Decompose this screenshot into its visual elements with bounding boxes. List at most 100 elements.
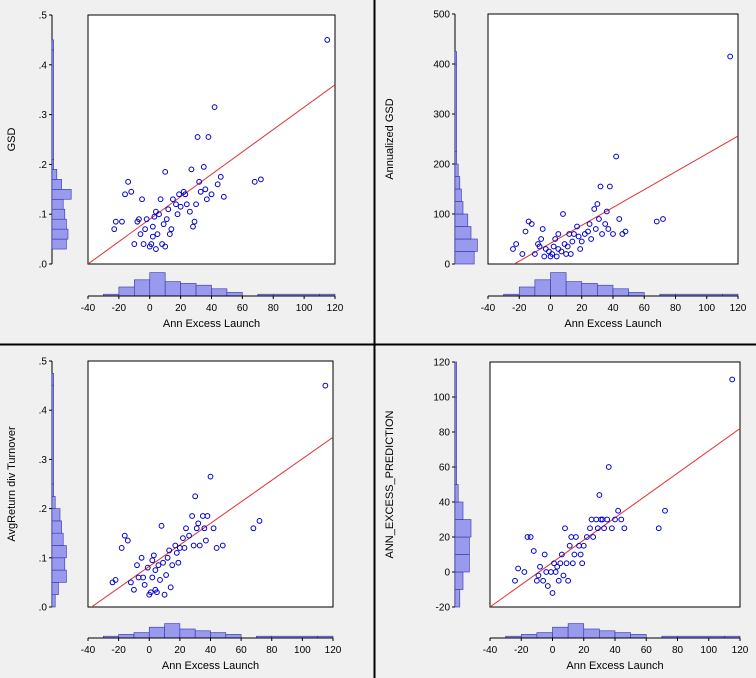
data-point (205, 134, 212, 140)
data-point (168, 226, 175, 233)
x-histogram-bar (628, 292, 645, 297)
plot-area (487, 13, 739, 265)
y-histogram-bar (51, 169, 58, 180)
y-histogram-bar (454, 501, 464, 520)
data-point (186, 208, 193, 215)
y-tick-label: .0 (39, 603, 48, 614)
x-histogram-bar (226, 292, 243, 297)
data-point (612, 516, 618, 523)
y-histogram-bar (51, 159, 54, 170)
data-point (193, 201, 199, 208)
x-histogram-bar (534, 279, 551, 297)
x-tick-label: 0 (550, 645, 556, 656)
x-histogram-bar (225, 634, 242, 639)
x-tick-label: 20 (175, 303, 187, 314)
data-point (176, 191, 182, 198)
x-tick-label: 20 (578, 645, 590, 656)
x-axis-label: Ann Excess Launch (162, 660, 259, 672)
data-point (536, 243, 543, 250)
data-point (578, 238, 585, 245)
data-point (562, 525, 568, 532)
data-point (621, 525, 628, 532)
data-point (251, 178, 258, 185)
data-point (527, 534, 534, 540)
y-axis-label: Annualized GSD (384, 98, 396, 179)
x-tick-label: 20 (576, 303, 588, 314)
data-point (193, 525, 200, 532)
data-point (183, 201, 190, 208)
data-point (727, 53, 734, 60)
data-point (188, 166, 195, 173)
data-point (207, 473, 214, 480)
data-point (152, 567, 159, 573)
y-histogram-bar (51, 532, 64, 546)
data-point (158, 522, 165, 529)
data-point (583, 534, 590, 540)
y-histogram-bar (454, 361, 457, 398)
data-point (560, 572, 567, 579)
data-point (147, 589, 154, 596)
data-point (149, 574, 156, 581)
x-axis-label: Ann Excess Launch (163, 318, 260, 330)
data-point (164, 554, 171, 561)
chart-panel-4: -20 0 20 40 60 80 100 120 -40 -20 0 20 40 60 80 100 120 A… (378, 347, 756, 678)
data-point (606, 183, 613, 190)
data-point (729, 376, 736, 383)
y-histogram-bar (454, 188, 462, 202)
x-tick-label: 0 (548, 303, 554, 314)
y-tick-label: 80 (439, 428, 451, 439)
x-histogram-bar (567, 623, 585, 639)
data-point (213, 545, 220, 551)
data-point (163, 216, 170, 223)
x-tick-label: 100 (700, 645, 717, 656)
y-tick-label: 40 (439, 498, 451, 509)
data-point (200, 163, 207, 170)
plot-area (87, 14, 336, 265)
y-histogram-bar (454, 466, 457, 485)
data-point (591, 206, 598, 212)
x-histogram-bar (179, 628, 196, 639)
data-point (163, 572, 169, 578)
y-histogram-bar (51, 218, 67, 230)
y-histogram-bar (51, 569, 67, 583)
data-point (585, 228, 591, 235)
data-point (586, 221, 593, 227)
data-point (653, 218, 660, 225)
y-histogram-bar (51, 179, 62, 190)
y-histogram-bar (51, 39, 54, 51)
y-histogram-bar (454, 396, 457, 468)
y-histogram-bar (454, 484, 459, 503)
x-histogram-bar (195, 284, 212, 297)
x-tick-label: 80 (268, 303, 280, 314)
data-point (118, 545, 125, 551)
data-point (579, 560, 586, 567)
data-point (166, 547, 173, 554)
y-tick-label: 500 (433, 10, 450, 21)
data-point (172, 542, 179, 549)
x-axis-label: Ann Excess Launch (564, 318, 661, 330)
x-histogram-bar (134, 279, 151, 297)
y-histogram-bar (51, 49, 54, 160)
x-tick-label: 80 (672, 645, 684, 656)
y-histogram-bar (454, 51, 457, 65)
y-histogram-bar (454, 238, 478, 252)
y-histogram-bar (51, 198, 64, 210)
data-point (594, 525, 601, 532)
y-tick-label: 300 (433, 110, 450, 121)
y-tick-label: 400 (433, 60, 450, 71)
y-histogram-bar (454, 571, 464, 590)
x-tick-label: 100 (698, 303, 715, 314)
y-histogram-bar (454, 536, 470, 555)
data-point (138, 554, 145, 561)
data-point (557, 560, 564, 567)
data-point (551, 560, 557, 567)
plot-area (87, 360, 334, 608)
x-histogram-bar (148, 626, 165, 639)
chart-panel-3: .0 .1 .2 .3 .4 .5 -40 -20 0 20 40 60 80 100 120 Ann Exc… (0, 347, 372, 678)
data-point (127, 579, 134, 586)
data-point (144, 564, 151, 571)
fit-line (513, 135, 738, 264)
x-histogram-bar (614, 632, 631, 639)
y-histogram-bar (454, 163, 459, 177)
data-point (142, 226, 149, 233)
